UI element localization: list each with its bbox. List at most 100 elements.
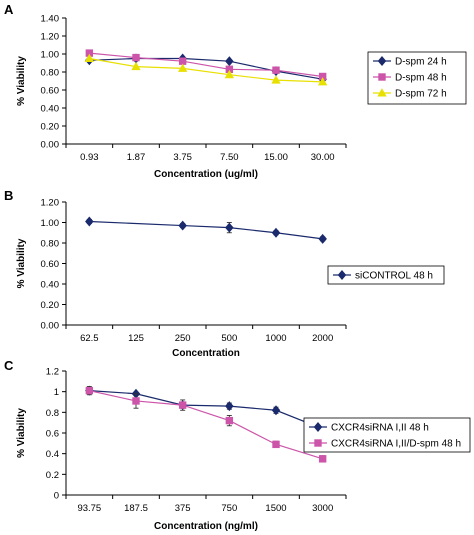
legend-marker-square [314, 439, 322, 447]
series-line [89, 52, 323, 78]
series-2 [84, 53, 328, 86]
x-axis-title: Concentration (ug/ml) [154, 169, 258, 180]
x-tick-label: 187.5 [124, 503, 148, 514]
series-line [89, 57, 323, 83]
panel-b: B 0.00 0.20 0.40 0.60 0.80 1.00 1.20 62.5 125 250 5… [4, 188, 445, 359]
data-point-diamond [225, 401, 234, 412]
y-tick-label: 1.2 [46, 367, 59, 378]
data-point-diamond [178, 220, 187, 231]
y-axis-title: % Viability [16, 408, 27, 458]
series-1 [85, 49, 327, 81]
y-tick-label: 0 [54, 491, 59, 502]
panel-a: A 0.00 0.20 0.40 0.60 0.80 1.00 1.20 1.40 0.93 1.8… [4, 2, 467, 180]
legend-marker-triangle [377, 88, 387, 97]
series-line [89, 57, 323, 80]
data-point-triangle [271, 75, 281, 84]
legend-label: D-spm 24 h [395, 57, 447, 68]
y-tick-label: 1.00 [41, 50, 60, 61]
x-tick-label: 250 [175, 333, 191, 344]
panel-c: C 0 0.2 0.4 0.6 0.8 1 1.2 93.75 187.5 375 750 1500 30… [4, 358, 471, 532]
panel-a-letter: A [4, 2, 14, 17]
x-tick-label: 30.00 [311, 152, 335, 163]
legend-marker-diamond [337, 270, 347, 280]
y-tick-label: 0.20 [41, 122, 60, 133]
data-point-diamond [225, 222, 234, 233]
data-point-diamond [225, 56, 234, 67]
legend-label: CXCR4siRNA I,II 48 h [331, 423, 429, 434]
data-point-square [272, 440, 280, 449]
data-point-square [225, 416, 234, 425]
y-tick-label: 0.60 [41, 259, 60, 270]
data-point-square [272, 66, 280, 74]
data-point-diamond [85, 216, 94, 227]
y-tick-label: 0.80 [41, 68, 60, 79]
y-tick-label: 0.20 [41, 300, 60, 311]
legend-label: siCONTROL 48 h [355, 271, 433, 282]
data-point-triangle [178, 63, 188, 72]
series-line [89, 390, 323, 460]
x-tick-label: 1500 [265, 503, 286, 514]
y-tick-label: 0.4 [46, 449, 59, 460]
data-point-square [132, 53, 140, 62]
series-line [89, 220, 323, 240]
legend-box [303, 417, 471, 453]
series-0 [85, 385, 327, 434]
y-axis-title: % Viability [16, 238, 27, 288]
legend-label: D-spm 48 h [395, 73, 447, 84]
y-tick-label: 0.60 [41, 86, 60, 97]
y-tick-label: 0.00 [41, 321, 60, 332]
y-axis-title: % Viability [16, 56, 27, 106]
x-tick-label: 3.75 [173, 152, 192, 163]
x-tick-label: 3000 [312, 503, 333, 514]
legend-box [327, 265, 445, 285]
y-tick-label: 0.00 [41, 140, 60, 151]
data-point-diamond [271, 227, 281, 238]
data-point-triangle [224, 69, 234, 79]
x-tick-label: 500 [221, 333, 237, 344]
y-tick-label: 0.2 [46, 470, 59, 481]
x-tick-label: 62.5 [80, 333, 99, 344]
x-tick-label: 15.00 [264, 152, 288, 163]
x-tick-label: 750 [221, 503, 237, 514]
x-axis-title: Concentration (ng/ml) [154, 521, 258, 532]
legend-marker-diamond [377, 56, 387, 66]
data-point-square [178, 57, 187, 65]
legend: D-spm 24 h D-spm 48 h D-spm 72 h [367, 51, 467, 105]
legend: CXCR4siRNA I,II 48 h CXCR4siRNA I,II/D-sp… [303, 417, 471, 453]
x-tick-label: 1000 [265, 333, 286, 344]
y-tick-label: 1.40 [41, 14, 60, 25]
y-tick-label: 1.00 [41, 218, 60, 229]
data-point-triangle [318, 77, 328, 86]
legend-marker-diamond [313, 422, 323, 432]
data-point-triangle [84, 53, 94, 62]
legend-label: D-spm 72 h [395, 89, 447, 100]
y-tick-label: 1.20 [41, 32, 60, 43]
x-tick-label: 375 [175, 503, 191, 514]
legend: siCONTROL 48 h [327, 265, 445, 285]
x-tick-label: 0.93 [80, 152, 99, 163]
series-0 [85, 216, 327, 244]
y-tick-label: 1.20 [41, 198, 60, 209]
y-tick-label: 0.40 [41, 104, 60, 115]
y-tick-label: 0.8 [46, 408, 59, 419]
series-line [89, 390, 323, 430]
y-tick-label: 0.6 [46, 429, 59, 440]
data-point-square [85, 386, 94, 395]
data-point-square [178, 401, 187, 409]
series-0 [85, 53, 327, 85]
x-tick-label: 93.75 [77, 503, 101, 514]
panel-b-letter: B [4, 188, 13, 203]
data-point-square [318, 455, 327, 463]
data-point-diamond [318, 233, 327, 244]
legend-label: CXCR4siRNA I,II/D-spm 48 h [331, 439, 461, 450]
data-point-triangle [131, 61, 141, 71]
x-tick-label: 125 [128, 333, 144, 344]
x-tick-label: 1.87 [127, 152, 146, 163]
data-point-diamond [271, 405, 281, 416]
panel-c-letter: C [4, 358, 14, 373]
x-tick-label: 7.50 [220, 152, 239, 163]
y-tick-label: 0.40 [41, 280, 60, 291]
y-tick-label: 0.80 [41, 239, 60, 250]
x-tick-label: 2000 [312, 333, 333, 344]
